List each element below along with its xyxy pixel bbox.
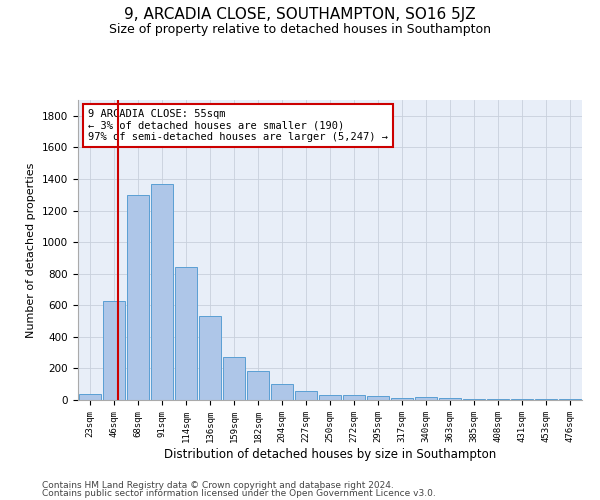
- Bar: [79, 394, 101, 400]
- Bar: [151, 184, 173, 400]
- Bar: [271, 384, 293, 400]
- Bar: [391, 398, 413, 400]
- Bar: [559, 399, 581, 400]
- Bar: [295, 390, 317, 400]
- Bar: [343, 396, 365, 400]
- Bar: [223, 358, 245, 400]
- Bar: [199, 316, 221, 400]
- Text: Size of property relative to detached houses in Southampton: Size of property relative to detached ho…: [109, 22, 491, 36]
- Bar: [487, 399, 509, 400]
- Bar: [535, 399, 557, 400]
- Text: Contains HM Land Registry data © Crown copyright and database right 2024.: Contains HM Land Registry data © Crown c…: [42, 481, 394, 490]
- Bar: [103, 300, 125, 400]
- Bar: [247, 371, 269, 400]
- Bar: [415, 397, 437, 400]
- Text: Contains public sector information licensed under the Open Government Licence v3: Contains public sector information licen…: [42, 488, 436, 498]
- X-axis label: Distribution of detached houses by size in Southampton: Distribution of detached houses by size …: [164, 448, 496, 460]
- Bar: [127, 194, 149, 400]
- Bar: [463, 399, 485, 400]
- Bar: [367, 396, 389, 400]
- Bar: [439, 398, 461, 400]
- Text: 9 ARCADIA CLOSE: 55sqm
← 3% of detached houses are smaller (190)
97% of semi-det: 9 ARCADIA CLOSE: 55sqm ← 3% of detached …: [88, 109, 388, 142]
- Bar: [511, 399, 533, 400]
- Y-axis label: Number of detached properties: Number of detached properties: [26, 162, 37, 338]
- Text: 9, ARCADIA CLOSE, SOUTHAMPTON, SO16 5JZ: 9, ARCADIA CLOSE, SOUTHAMPTON, SO16 5JZ: [124, 8, 476, 22]
- Bar: [319, 396, 341, 400]
- Bar: [175, 268, 197, 400]
